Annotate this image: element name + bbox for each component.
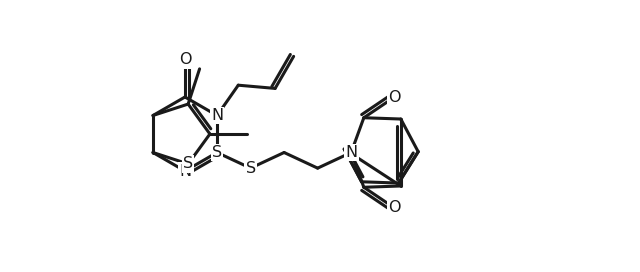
Text: O: O (179, 52, 191, 67)
Text: O: O (388, 200, 401, 215)
Text: O: O (388, 89, 401, 104)
Text: S: S (246, 161, 255, 176)
Text: S: S (183, 156, 193, 171)
Text: N: N (345, 145, 357, 160)
Text: N: N (179, 163, 191, 178)
Text: S: S (212, 145, 222, 160)
Text: N: N (211, 108, 223, 123)
